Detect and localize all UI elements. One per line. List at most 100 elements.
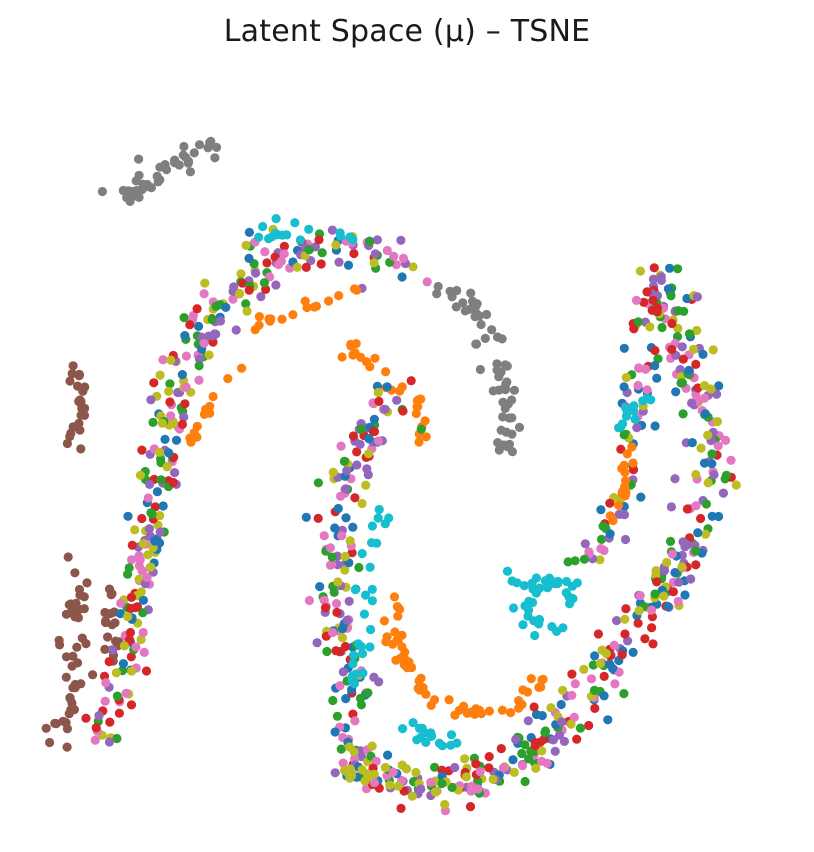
scatter-point [94, 711, 104, 721]
scatter-point [229, 282, 239, 292]
scatter-point [316, 259, 326, 269]
scatter-point [588, 660, 598, 670]
scatter-point [699, 458, 710, 468]
scatter-point [653, 354, 663, 364]
scatter-point [678, 409, 688, 419]
scatter-point [563, 557, 573, 567]
scatter-point [475, 364, 485, 375]
scatter-point [241, 240, 251, 250]
scatter-point [365, 562, 375, 572]
scatter-point [677, 562, 687, 572]
scatter-point [605, 498, 615, 508]
scatter-point [369, 414, 379, 424]
scatter-point [666, 502, 677, 512]
scatter-point [234, 289, 245, 299]
scatter-point [126, 652, 136, 662]
scatter-point [557, 717, 567, 727]
scatter-point [122, 193, 132, 203]
scatter-point [407, 662, 417, 673]
scatter-point [393, 611, 403, 621]
scatter-point [51, 719, 61, 729]
scatter-point [621, 411, 632, 421]
scatter-point [236, 269, 246, 279]
scatter-point [385, 780, 395, 790]
scatter-point [127, 666, 137, 676]
scatter-point [88, 670, 98, 680]
scatter-point [357, 498, 367, 509]
scatter-point [211, 301, 221, 311]
scatter-point [148, 417, 158, 427]
scatter-point [333, 503, 343, 514]
scatter-point [165, 397, 175, 407]
scatter-point [267, 232, 277, 242]
scatter-point [274, 259, 284, 270]
scatter-point [437, 778, 447, 789]
scatter-point [396, 235, 406, 245]
scatter-point [596, 534, 607, 545]
scatter-point [136, 634, 146, 645]
scatter-point [325, 543, 335, 553]
scatter-point [502, 566, 513, 576]
scatter-point [504, 413, 514, 423]
scatter-point [384, 513, 394, 523]
scatter-point [691, 469, 701, 480]
scatter-point [389, 592, 400, 602]
scatter-point [322, 646, 332, 657]
scatter-point [138, 608, 148, 618]
scatter-point [692, 292, 703, 302]
scatter-point [698, 349, 708, 359]
scatter-point [371, 756, 381, 766]
scatter-point [707, 459, 717, 469]
scatter-point [155, 510, 165, 521]
scatter-point [430, 762, 440, 772]
scatter-point [155, 527, 165, 537]
scatter-point [522, 687, 533, 697]
scatter-point [667, 344, 677, 355]
scatter-point [215, 316, 226, 326]
scatter-point [633, 380, 643, 391]
scatter-point [676, 378, 686, 388]
scatter-point [427, 731, 437, 741]
scatter-point [628, 647, 638, 658]
scatter-point [502, 361, 512, 371]
scatter-point [687, 438, 697, 448]
scatter-point [488, 774, 498, 785]
scatter-point [366, 624, 376, 635]
scatter-point [54, 635, 64, 645]
scatter-point [411, 767, 421, 778]
scatter-point [181, 351, 191, 361]
scatter-point [397, 382, 407, 392]
scatter-point [526, 674, 536, 684]
scatter-point [619, 382, 629, 392]
scatter-point [471, 704, 481, 714]
scatter-point [131, 642, 141, 652]
scatter-point [460, 754, 470, 764]
scatter-point [682, 293, 692, 304]
scatter-point [61, 609, 71, 619]
scatter-point [304, 245, 314, 255]
scatter-point [684, 329, 695, 339]
scatter-point [70, 612, 80, 622]
scatter-point [320, 603, 331, 613]
scatter-point [383, 750, 393, 760]
scatter-point [620, 467, 630, 477]
scatter-point [192, 304, 202, 314]
scatter-point [165, 379, 175, 389]
scatter-point [231, 325, 241, 335]
scatter-point [345, 232, 355, 242]
scatter-point [149, 536, 160, 546]
scatter-point [677, 342, 687, 352]
scatter-point [194, 375, 204, 385]
scatter-point [72, 642, 82, 652]
scatter-point [328, 627, 338, 638]
scatter-point [603, 715, 613, 725]
scatter-point [670, 474, 680, 484]
scatter-point [412, 396, 422, 406]
scatter-point [471, 759, 481, 769]
scatter-point [210, 153, 220, 163]
scatter-point [396, 803, 406, 814]
scatter-point [370, 249, 380, 259]
scatter-point [330, 523, 340, 533]
scatter-point [277, 314, 287, 324]
scatter-point [350, 493, 360, 503]
